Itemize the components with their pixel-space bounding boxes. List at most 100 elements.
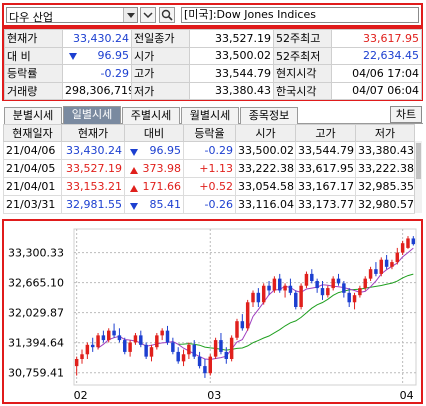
y-tick-label: 33,300.33 (8, 247, 64, 260)
candle-body (272, 278, 277, 291)
candle-body (358, 288, 362, 296)
candle-body (112, 330, 116, 336)
change-cell: 85.41 (124, 195, 184, 214)
price-chart: 33,300.33 32,665.10 32,029.87 31,394.64 30,7… (2, 219, 423, 404)
quote-row: 거래량 298,306,719 저가 33,380.43 한국시각 04/07 06:04 (4, 81, 422, 100)
search-button[interactable] (159, 7, 175, 23)
low-cell: 33,380.43 (355, 141, 415, 160)
scrollbar-thumb[interactable] (416, 143, 421, 179)
market-combo[interactable]: 다우 산업 (6, 7, 138, 24)
candle-body (181, 354, 186, 362)
quote-value-text: 04/06 17:04 (352, 66, 419, 80)
quote-value-text: 33,500.02 (215, 49, 271, 63)
candle-body (208, 356, 213, 374)
quote-value-text: 33,544.79 (215, 66, 271, 80)
y-tick-label: 32,665.10 (8, 277, 64, 290)
candle-body (352, 295, 357, 303)
down-arrow-icon (130, 203, 138, 210)
candle-body (245, 302, 250, 329)
candle-body (368, 269, 373, 279)
candle-body (294, 292, 298, 307)
tab-0[interactable]: 분별시세 (4, 107, 62, 124)
change-text: 373.98 (142, 162, 182, 175)
moving-average-long (178, 273, 414, 351)
tab-2[interactable]: 주별시세 (122, 107, 180, 124)
candle-body (363, 278, 367, 289)
quote-row: 현재가 33,430.24 전일종가 33,527.19 52주최고 33,617.95 (4, 29, 422, 48)
candle-body (123, 340, 127, 352)
price-cell: 33,527.19 (61, 159, 125, 178)
candle-body (277, 278, 282, 291)
tab-4[interactable]: 종목정보 (240, 107, 298, 124)
table-row[interactable]: 21/04/01 33,153.21 171.66 +0.52 33,054.58 33,… (3, 177, 415, 196)
candle-body (203, 366, 207, 374)
high-cell: 33,617.95 (295, 159, 356, 178)
rate-cell: +0.52 (183, 177, 236, 196)
column-header: 현재가 (61, 124, 125, 142)
y-tick-label: 31,394.64 (8, 337, 64, 350)
candle-body (326, 288, 330, 296)
candle-body (299, 285, 303, 307)
candle-body (347, 292, 351, 303)
candle-body (395, 252, 400, 263)
quote-label: 대 비 (4, 46, 63, 65)
quote-label: 고가 (131, 64, 190, 83)
change-text: 85.41 (149, 198, 182, 211)
x-tick-label: 02 (74, 389, 88, 402)
quote-value: 33,544.79 (189, 64, 274, 83)
quote-value-text: 33,380.43 (215, 84, 271, 98)
candle-body (256, 292, 261, 303)
low-cell: 32,985.35 (355, 177, 415, 196)
candle-body (261, 285, 266, 303)
open-cell: 33,500.02 (235, 141, 296, 160)
candle-body (336, 278, 341, 284)
candle-body (213, 340, 218, 357)
chart-button[interactable]: 차트 (390, 106, 422, 123)
candle-body (288, 285, 293, 293)
quote-row: 대 비 96.95 시가 33,500.02 52주최저 22,634.45 (4, 46, 422, 65)
tab-3[interactable]: 월별시세 (181, 107, 239, 124)
quote-label: 현재가 (4, 29, 63, 48)
candle-body (384, 259, 389, 267)
table-row[interactable]: 21/04/06 33,430.24 96.95 -0.29 33,500.02 33,5… (3, 141, 415, 160)
daily-price-table: 현재일자 현재가 대비 등락율 시가 고가 저가 21/04/06 33,430.24 96.9… (3, 124, 422, 215)
low-cell: 32,980.57 (355, 195, 415, 214)
candle-body (219, 340, 223, 352)
quote-value-text: 22,634.45 (363, 49, 419, 63)
quote-value-text: 33,430.24 (73, 31, 129, 45)
y-tick-label: 30,759.41 (8, 367, 64, 380)
quote-value-text: -0.29 (100, 66, 129, 80)
quote-value-text: 33,617.95 (363, 31, 419, 45)
quote-value: -0.29 (62, 64, 132, 83)
candle-body (390, 262, 394, 267)
candle-body (133, 335, 138, 343)
table-row[interactable]: 21/03/31 32,981.55 85.41 -0.26 33,116.04 33,1… (3, 195, 415, 214)
x-tick-label: 04 (400, 389, 414, 402)
chevron-down-icon[interactable] (123, 8, 137, 22)
down-arrow-icon (69, 53, 77, 61)
market-combo-text: 다우 산업 (9, 11, 53, 24)
candle-body (240, 321, 245, 329)
candle-body (224, 351, 229, 359)
y-tick-label: 32,029.87 (8, 307, 64, 320)
vertical-scrollbar[interactable] (414, 141, 422, 213)
quote-label: 전일종가 (131, 29, 190, 48)
date-cell: 21/04/01 (3, 177, 62, 196)
quote-panel: 현재가 33,430.24 전일종가 33,527.19 52주최고 33,617.95 대… (2, 27, 423, 101)
candle-body (128, 342, 132, 352)
price-cell: 33,153.21 (61, 177, 125, 196)
candlestick-chart: 33,300.33 32,665.10 32,029.87 31,394.64 30,7… (8, 228, 417, 402)
search-bar: 다우 산업 [미국]:Dow Jones Indices (2, 3, 423, 27)
tab-1[interactable]: 일별시세 (63, 106, 121, 124)
quote-value: 33,380.43 (189, 81, 274, 100)
market-dropdown-button[interactable] (140, 7, 156, 23)
candle-body (235, 321, 239, 338)
quote-value-text: 298,306,719 (65, 84, 132, 98)
symbol-name-field[interactable]: [미국]:Dow Jones Indices (181, 7, 419, 23)
open-cell: 33,054.58 (235, 177, 296, 196)
table-row[interactable]: 21/04/05 33,527.19 373.98 +1.13 33,222.38 33,… (3, 159, 415, 178)
quote-label: 시가 (131, 46, 190, 65)
quote-value: 33,500.02 (189, 46, 274, 65)
quote-label: 저가 (131, 81, 190, 100)
quote-value-text: 96.95 (97, 49, 130, 63)
